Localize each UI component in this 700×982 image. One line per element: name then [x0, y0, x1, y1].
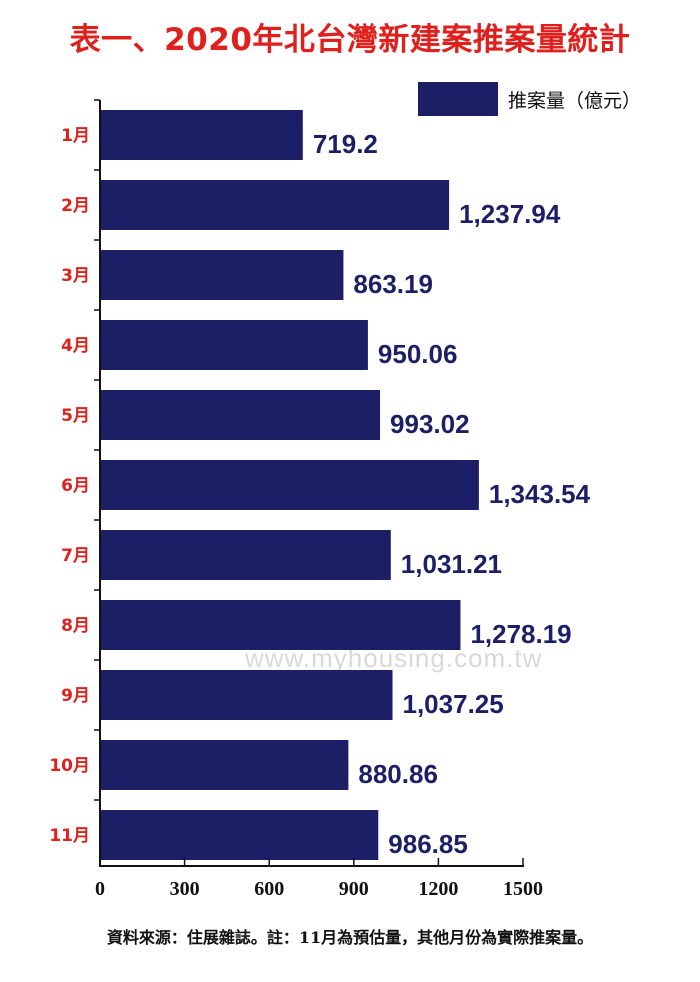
x-tick-label: 600 [254, 878, 284, 900]
x-tick-label: 0 [95, 878, 105, 900]
bar-7 [100, 530, 391, 580]
category-label: 6月 [61, 476, 90, 496]
value-label: 1,237.94 [459, 199, 561, 229]
source-note: 資料來源：住展雜誌。註：11月為預估量，其他月份為實際推案量。 [106, 928, 594, 947]
value-label: 950.06 [378, 339, 458, 369]
category-label: 4月 [61, 336, 90, 356]
bar-11 [100, 810, 379, 860]
bar-9 [100, 670, 393, 720]
legend-label: 推案量（億元） [508, 90, 641, 112]
x-tick-label: 300 [170, 878, 200, 900]
bar-2 [100, 180, 450, 230]
legend-swatch [418, 82, 498, 116]
category-label: 11月 [49, 826, 90, 846]
x-tick-label: 1500 [503, 878, 543, 900]
bar-6 [100, 460, 479, 510]
category-label: 7月 [61, 546, 90, 566]
value-label: 719.2 [313, 129, 378, 159]
value-label: 993.02 [390, 409, 470, 439]
category-label: 8月 [61, 616, 90, 636]
chart-title: 表一、2020年北台灣新建案推案量統計 [69, 22, 631, 58]
value-label: 986.85 [388, 829, 468, 859]
bar-4 [100, 320, 368, 370]
category-label: 2月 [61, 196, 90, 216]
value-label: 1,031.21 [401, 549, 502, 579]
value-label: 880.86 [358, 759, 438, 789]
x-tick-label: 1200 [418, 878, 458, 900]
category-label: 3月 [61, 266, 90, 286]
category-label: 1月 [61, 126, 90, 146]
category-label: 5月 [61, 406, 90, 426]
value-label: 1,278.19 [470, 619, 571, 649]
category-label: 9月 [61, 686, 90, 706]
value-label: 863.19 [353, 269, 433, 299]
bar-8 [100, 600, 461, 650]
bar-5 [100, 390, 381, 440]
legend: 推案量（億元） [418, 82, 641, 116]
bar-1 [100, 110, 303, 160]
value-label: 1,037.25 [403, 689, 504, 719]
x-tick-label: 900 [339, 878, 369, 900]
category-label: 10月 [49, 756, 90, 776]
value-label: 1,343.54 [489, 479, 591, 509]
bar-3 [100, 250, 344, 300]
bar-10 [100, 740, 349, 790]
